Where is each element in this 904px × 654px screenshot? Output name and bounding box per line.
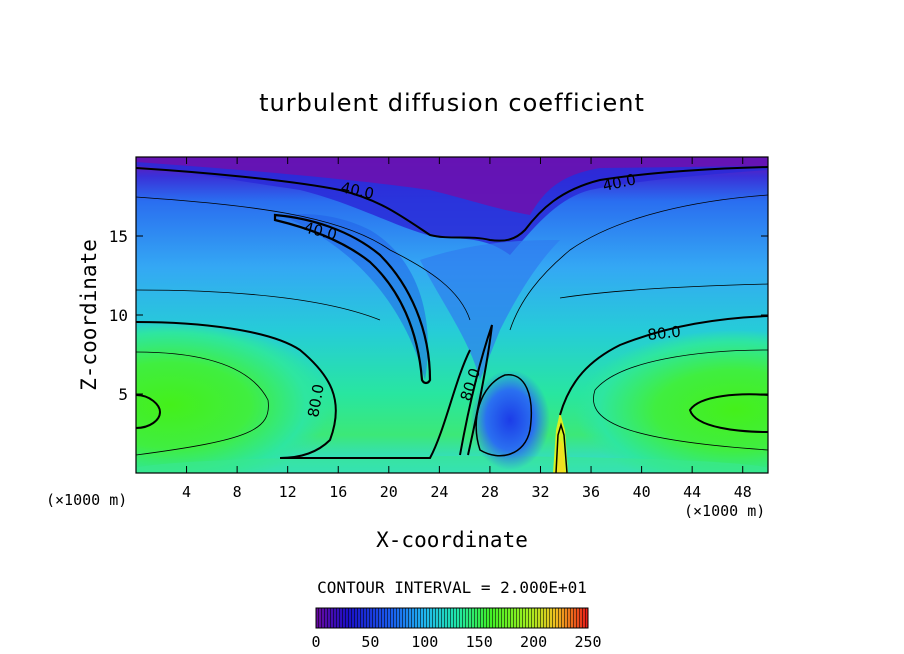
colorbar: 0 50 100 150 200 250 [311,607,602,651]
thin-contour-2 [509,194,768,331]
thin-contour-1 [136,196,471,321]
y-axis-label: Z-coordinate [77,239,101,391]
x-tick-label: 4 [182,483,191,501]
green-core-right [575,330,768,473]
x-unit-label-left: (×1000 m) [46,491,127,509]
colorbar-stripes [316,608,588,628]
contour-core-right [688,393,768,433]
contour-core-left [136,394,162,429]
green-bottom-band [136,456,768,473]
top-purple-band [136,157,768,215]
x-tick-label: 48 [734,483,752,501]
x-unit-label-right: (×1000 m) [684,502,765,520]
colorbar-tick-label: 150 [466,633,493,651]
colorbar-tick-label: 0 [311,633,320,651]
x-tick-label: 36 [582,483,600,501]
colorbar-frame [315,607,589,629]
thin-contour-6 [593,349,768,451]
y-tick-label: 15 [109,227,128,246]
colorbar-tick-label: 100 [411,633,438,651]
contour-lines [136,166,768,473]
x-axis: 4 8 12 16 20 24 28 32 36 40 44 48 [182,157,752,501]
chart-title: turbulent diffusion coefficient [259,89,645,117]
thin-contour-4 [559,283,768,299]
x-tick-label: 32 [531,483,549,501]
contour-label: 80.0 [647,323,682,344]
x-tick-label: 28 [481,483,499,501]
contour-80-right [559,315,768,416]
contour-interval-text: CONTOUR INTERVAL = 2.000E+01 [317,578,587,597]
y-axis: 5 10 15 [109,227,768,404]
colorbar-tick-label: 200 [520,633,547,651]
thin-contour-3 [136,289,381,321]
x-axis-label: X-coordinate [376,528,528,552]
x-tick-label: 16 [329,483,347,501]
plot-area [136,157,768,473]
x-tick-label: 44 [683,483,701,501]
contour-cell [475,374,532,457]
x-tick-label: 20 [380,483,398,501]
x-tick-label: 24 [430,483,448,501]
thin-contour-5 [136,351,269,456]
x-tick-label: 40 [633,483,651,501]
upper-dark-region [136,157,768,255]
green-core-left [136,320,330,473]
colorbar-ticks: 0 50 100 150 200 250 [311,633,601,651]
y-tick-label: 5 [118,385,128,404]
contour-40-top [136,166,768,242]
colorbar-tick-label: 50 [361,633,379,651]
central-streak [420,240,560,380]
plume-core [557,440,565,473]
plume-contour [555,422,568,473]
left-hook-band [280,213,428,380]
x-tick-label: 8 [233,483,242,501]
y-tick-label: 10 [109,306,128,325]
x-tick-label: 12 [279,483,297,501]
colorbar-tick-label: 250 [574,633,601,651]
contour-label: 80.0 [304,383,328,419]
contour-40-hook [273,213,432,385]
contour-80-left [136,321,471,459]
